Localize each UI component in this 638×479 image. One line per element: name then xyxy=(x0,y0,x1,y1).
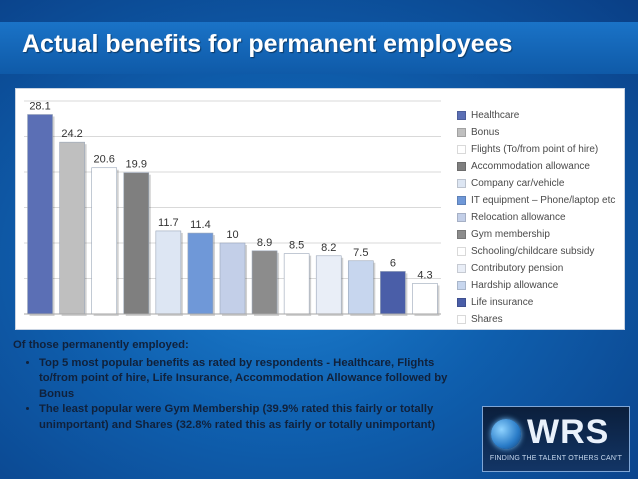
value-label: 24.2 xyxy=(61,128,82,140)
legend-item: Accommodation allowance xyxy=(457,158,615,175)
bar-contributory-pension xyxy=(315,255,342,315)
legend-swatch xyxy=(457,145,466,154)
bar-healthcare xyxy=(27,114,53,315)
legend-swatch xyxy=(457,315,466,324)
value-label: 10 xyxy=(226,229,238,241)
globe-icon xyxy=(491,419,521,449)
bar-accommodation-allowance xyxy=(123,172,150,315)
value-label: 20.6 xyxy=(93,154,114,166)
chart-panel: 28.1 24.2 20.6 19.9 11.7 11.4 10 8.9 8.5 8.2 7.5 6 4… xyxy=(15,88,625,330)
legend-label: Accommodation allowance xyxy=(471,161,590,172)
legend-item: Healthcare xyxy=(457,107,615,124)
legend-label: Healthcare xyxy=(471,110,520,121)
legend-swatch xyxy=(457,264,466,273)
legend-item: Life insurance xyxy=(457,294,615,311)
legend-item: IT equipment – Phone/laptop etc xyxy=(457,192,615,209)
legend-label: Schooling/childcare subsidy xyxy=(471,246,595,257)
slide-title: Actual benefits for permanent employees xyxy=(22,30,513,58)
value-label: 28.1 xyxy=(29,100,50,112)
notes-block: Of those permanently employed: Top 5 mos… xyxy=(13,338,453,433)
legend-swatch xyxy=(457,298,466,307)
value-label: 11.4 xyxy=(190,219,211,231)
value-label: 19.9 xyxy=(126,159,147,171)
notes-list: Top 5 most popular benefits as rated by … xyxy=(13,356,453,434)
legend-swatch xyxy=(457,230,466,239)
value-label: 6 xyxy=(390,257,396,269)
title-band xyxy=(0,22,638,74)
bar-hardship-allowance xyxy=(347,260,374,315)
bar-relocation-allowance xyxy=(219,242,246,315)
legend-swatch xyxy=(457,111,466,120)
bar-flights-to-from-point-of-hire xyxy=(91,167,118,315)
value-label: 8.5 xyxy=(289,240,304,252)
legend-swatch xyxy=(457,162,466,171)
value-label: 8.9 xyxy=(257,237,272,249)
legend-item: Shares xyxy=(457,311,615,328)
bar-shares xyxy=(412,283,438,315)
legend-label: Relocation allowance xyxy=(471,212,566,223)
bar-schooling-childcare-subsidy xyxy=(283,253,310,315)
legend-label: Flights (To/from point of hire) xyxy=(471,144,599,155)
notes-bullet: Top 5 most popular benefits as rated by … xyxy=(39,356,453,403)
chart-legend: Healthcare Bonus Flights (To/from point of… xyxy=(457,107,615,328)
legend-label: Life insurance xyxy=(471,297,534,308)
legend-swatch xyxy=(457,213,466,222)
notes-bullet: The least popular were Gym Membership (3… xyxy=(39,402,453,433)
logo-tagline: FINDING THE TALENT OTHERS CAN'T xyxy=(489,455,623,462)
legend-item: Schooling/childcare subsidy xyxy=(457,243,615,260)
legend-swatch xyxy=(457,128,466,137)
legend-item: Contributory pension xyxy=(457,260,615,277)
legend-item: Gym membership xyxy=(457,226,615,243)
legend-swatch xyxy=(457,281,466,290)
bar-bonus xyxy=(59,141,85,315)
value-label: 4.3 xyxy=(417,269,432,281)
legend-item: Relocation allowance xyxy=(457,209,615,226)
legend-label: Shares xyxy=(471,314,503,325)
legend-label: Contributory pension xyxy=(471,263,564,274)
value-label: 8.2 xyxy=(321,242,336,254)
legend-item: Flights (To/from point of hire) xyxy=(457,141,615,158)
legend-label: Company car/vehicle xyxy=(471,178,565,189)
bar-life-insurance xyxy=(380,271,406,315)
notes-heading: Of those permanently employed: xyxy=(13,339,189,351)
legend-swatch xyxy=(457,247,466,256)
legend-swatch xyxy=(457,179,466,188)
legend-item: Hardship allowance xyxy=(457,277,615,294)
legend-label: IT equipment – Phone/laptop etc xyxy=(471,195,616,206)
value-label: 11.7 xyxy=(158,217,179,229)
bar-company-car-vehicle xyxy=(155,230,182,315)
bar-it-equipment-phone-laptop-etc xyxy=(187,232,214,315)
bar-chart: 28.1 24.2 20.6 19.9 11.7 11.4 10 8.9 8.5 8.2 7.5 6 4… xyxy=(24,100,441,317)
legend-item: Bonus xyxy=(457,124,615,141)
bar-gym-membership xyxy=(251,250,278,315)
value-label: 7.5 xyxy=(353,247,368,259)
wrs-logo: WRS FINDING THE TALENT OTHERS CAN'T xyxy=(482,406,630,472)
legend-label: Bonus xyxy=(471,127,500,138)
legend-swatch xyxy=(457,196,466,205)
logo-text: WRS xyxy=(527,413,610,451)
legend-label: Gym membership xyxy=(471,229,550,240)
legend-item: Company car/vehicle xyxy=(457,175,615,192)
legend-label: Hardship allowance xyxy=(471,280,559,291)
